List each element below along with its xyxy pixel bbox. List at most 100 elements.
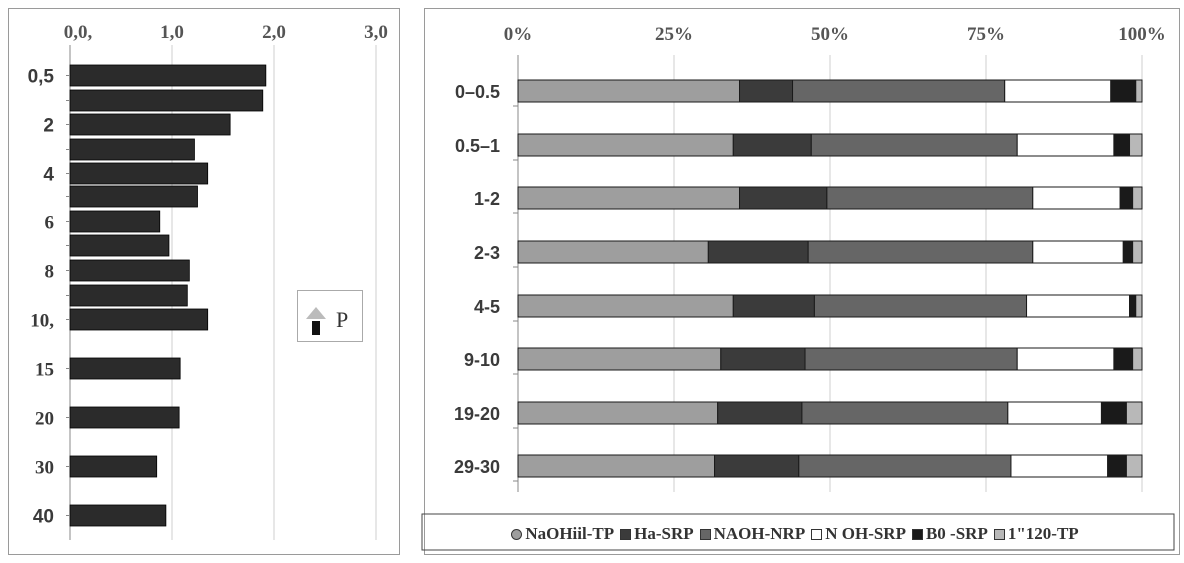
legend-item: NAOH-NRP [699,524,806,544]
bar-segment [517,294,734,318]
bar-segment [717,401,803,425]
category-label: 6 [45,213,55,234]
legend-swatch [993,528,1005,540]
x-tick-label: 1,0 [160,22,184,43]
bar-segment [739,79,794,103]
category-label: 8 [45,262,55,283]
category-label: 10, [30,311,54,332]
bar-segment [517,401,719,425]
bar-segment [792,79,1006,103]
bar-segment [517,133,734,157]
bar-segment [1113,133,1131,157]
category-label: 0–0.5 [455,82,500,102]
legend-label: 1"120-TP [1007,524,1079,543]
inset-block-icon [312,321,320,335]
category-label: 0,5 [28,67,55,88]
bar-segment [1016,347,1115,371]
bar-segment [813,294,1028,318]
legend-swatch [620,528,632,540]
bar-segment [826,186,1034,210]
legend-item: NaOHiil-TP [511,524,614,544]
category-label: 15 [35,360,54,381]
legend-item: 1"120-TP [993,524,1079,544]
inset-thumbnail: P [297,290,363,342]
legend-label: Ha-SRP [634,524,694,543]
category-label: 30 [35,458,54,479]
x-tick-label: 0% [504,24,533,45]
category-label: 19-20 [454,404,500,424]
bar-segment [720,347,806,371]
bar-segment [807,240,1034,264]
x-tick-label: 3,0 [364,22,388,43]
legend-label: NAOH-NRP [713,524,806,543]
bar-segment [517,454,716,478]
bar-segment [804,347,1018,371]
bar-segment [732,294,815,318]
bar-segment [1032,186,1121,210]
legend-box [421,513,1175,551]
bar-segment [1135,79,1143,103]
inset-triangle-icon [306,307,326,319]
legend-swatch [811,528,823,540]
category-label: 0.5–1 [455,136,500,156]
legend-item: N OH-SRP [811,524,906,544]
bar-segment [1032,240,1124,264]
bar-segment [1132,186,1143,210]
inset-glyph: P [336,307,349,332]
legend-item: Ha-SRP [620,524,694,544]
category-label: 9-10 [464,350,500,370]
category-label: 4 [43,165,54,186]
bar-segment [1119,186,1134,210]
bar-segment [517,240,709,264]
bar-segment [1110,79,1137,103]
bar-segment [517,186,741,210]
bar-segment [1007,401,1102,425]
category-label: 2-3 [474,243,500,263]
bar-segment [1135,294,1143,318]
bar-segment [739,186,828,210]
category-label: 20 [35,409,54,430]
category-label: 4-5 [474,297,500,317]
bar-segment [1125,454,1143,478]
bar-segment [810,133,1018,157]
bar-segment [1122,240,1134,264]
x-tick-label: 75% [967,24,1005,45]
bar-segment [801,401,1009,425]
category-label: 2 [43,116,54,137]
bar-segment [732,133,812,157]
legend-swatch [699,528,711,540]
bar-segment [1026,294,1131,318]
chart-legend: NaOHiil-TP Ha-SRP NAOH-NRP N OH-SRP B0 -SRP 1… [420,518,1170,550]
bar-segment [1132,347,1143,371]
legend-swatch [511,528,523,540]
bar-segment [1100,401,1127,425]
bar-segment [517,347,722,371]
bar-segment [1107,454,1127,478]
legend-label: N OH-SRP [825,524,906,543]
bar-segment [1132,240,1143,264]
legend-swatch [911,528,923,540]
category-label: 1-2 [474,189,500,209]
category-label: 29-30 [454,457,500,477]
bar-segment [714,454,800,478]
bar-segment [517,79,741,103]
bar-segment [1113,347,1134,371]
bar-segment [1129,294,1137,318]
x-tick-label: 50% [811,24,849,45]
bar-segment [1010,454,1109,478]
bar-segment [1129,133,1143,157]
bar-segment [1004,79,1112,103]
x-tick-label: 2,0 [262,22,286,43]
x-tick-label: 0,0, [64,22,93,43]
legend-label: NaOHiil-TP [525,524,615,543]
legend-item: B0 -SRP [911,524,988,544]
bar-segment [798,454,1012,478]
x-tick-label: 100% [1118,24,1166,45]
x-tick-label: 25% [655,24,693,45]
category-label: 40 [33,507,54,528]
legend-label: B0 -SRP [925,524,988,543]
bar-segment [1016,133,1115,157]
bar-segment [1125,401,1143,425]
